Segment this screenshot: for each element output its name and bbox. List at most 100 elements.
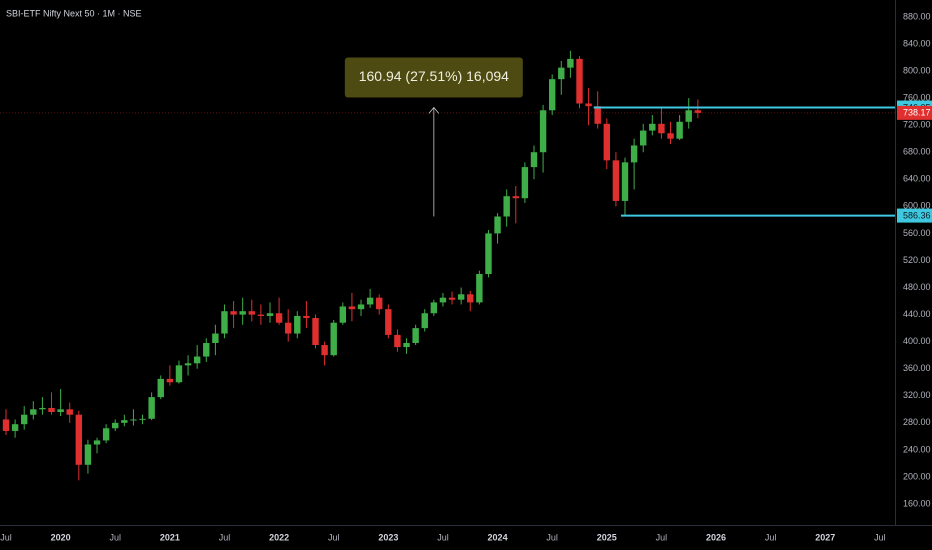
x-tick-label: 2020 <box>51 532 71 542</box>
y-tick-label: 760.00 <box>903 92 931 102</box>
candle-body <box>448 297 456 300</box>
candle-body <box>294 315 301 334</box>
candle-body <box>585 103 592 107</box>
chart-title: SBI-ETF Nifty Next 50 · 1M · NSE <box>6 8 142 18</box>
candle-body <box>640 130 647 146</box>
candle-body <box>93 440 101 445</box>
y-tick-label: 400.00 <box>903 336 931 346</box>
x-tick-label: 2026 <box>706 532 726 542</box>
x-tick-label: 2027 <box>815 532 835 542</box>
candle-body <box>357 304 365 310</box>
x-tick-label: Jul <box>109 532 121 542</box>
measure-box <box>344 57 523 98</box>
candle-body <box>612 160 620 201</box>
candle-body <box>75 414 83 465</box>
x-tick-label: 2024 <box>488 532 508 542</box>
x-tick-label: Jul <box>874 532 886 542</box>
candle-body <box>66 409 73 415</box>
candle-body <box>102 428 110 441</box>
candle-body <box>239 311 246 315</box>
candle-body <box>512 196 519 199</box>
candle-body <box>221 311 228 334</box>
candle-body <box>530 152 538 168</box>
candle-body <box>84 444 92 465</box>
y-tick-label: 600.00 <box>903 201 931 211</box>
candle-body <box>685 110 692 122</box>
candle-body <box>203 343 210 357</box>
y-tick-label: 640.00 <box>903 174 931 184</box>
y-tick-label: 240.00 <box>903 444 931 454</box>
x-tick-label: Jul <box>437 532 449 542</box>
candle-body <box>676 121 683 139</box>
y-tick-label: 800.00 <box>903 65 931 75</box>
candle-body <box>567 58 574 68</box>
x-tick-label: Jul <box>0 532 12 542</box>
measure-arrow-head <box>428 106 440 114</box>
y-tick-label: 840.00 <box>903 38 931 48</box>
y-tick-label: 720.00 <box>903 120 931 130</box>
y-tick-label: 480.00 <box>903 282 931 292</box>
candle-body <box>621 162 629 201</box>
candle-body <box>376 297 383 310</box>
candle-body <box>157 378 164 398</box>
candle-body <box>148 397 155 419</box>
candle-body <box>521 167 529 199</box>
price-label-bg <box>897 208 932 223</box>
candle-body <box>403 343 410 348</box>
y-tick-label: 440.00 <box>903 309 931 319</box>
candle-body <box>667 133 674 139</box>
candle-body <box>430 302 438 314</box>
candle-body <box>485 233 492 275</box>
candle-body <box>494 216 501 234</box>
candle-body <box>21 414 28 425</box>
candle-body <box>284 322 292 334</box>
candle-body <box>57 409 64 413</box>
candle-body <box>330 322 337 356</box>
candle-body <box>630 145 638 163</box>
candle-body <box>11 424 19 431</box>
candle-body <box>303 315 310 318</box>
candle-body <box>439 297 447 303</box>
last-price-bg <box>897 105 932 120</box>
candle-body <box>193 356 201 364</box>
x-tick-label: 2023 <box>378 532 398 542</box>
x-tick-label: Jul <box>219 532 231 542</box>
candle-body <box>649 123 656 131</box>
x-tick-label: Jul <box>656 532 668 542</box>
y-tick-label: 520.00 <box>903 255 931 265</box>
candle-body <box>30 409 37 415</box>
candle-body <box>184 363 192 366</box>
candle-body <box>130 419 137 421</box>
candle-body <box>385 309 392 335</box>
candle-body <box>558 67 565 80</box>
y-tick-label: 880.00 <box>903 11 931 21</box>
candle-body <box>539 110 547 153</box>
candle-body <box>476 274 483 303</box>
candle-body <box>39 407 46 410</box>
candle-body <box>412 328 419 344</box>
candle-body <box>139 418 146 420</box>
candle-body <box>694 110 702 113</box>
candle-body <box>658 123 665 134</box>
y-tick-label: 200.00 <box>903 471 931 481</box>
candle-body <box>248 311 255 315</box>
x-tick-label: Jul <box>328 532 340 542</box>
candle-body <box>175 365 183 383</box>
candle-body <box>548 79 556 111</box>
candle-body <box>275 313 283 323</box>
x-tick-label: 2025 <box>597 532 617 542</box>
x-tick-label: Jul <box>546 532 558 542</box>
candle-body <box>366 297 374 305</box>
candle-body <box>348 306 356 310</box>
y-tick-label: 160.00 <box>903 498 931 508</box>
y-tick-label: 280.00 <box>903 417 931 427</box>
price-label: 586.36 <box>903 210 931 220</box>
candle-body <box>339 306 347 323</box>
candle-body <box>2 419 10 431</box>
candle-body <box>594 106 601 124</box>
candle-body <box>321 345 328 356</box>
measure-label: 160.94 (27.51%) 16,094 <box>359 68 509 84</box>
y-tick-label: 320.00 <box>903 390 931 400</box>
